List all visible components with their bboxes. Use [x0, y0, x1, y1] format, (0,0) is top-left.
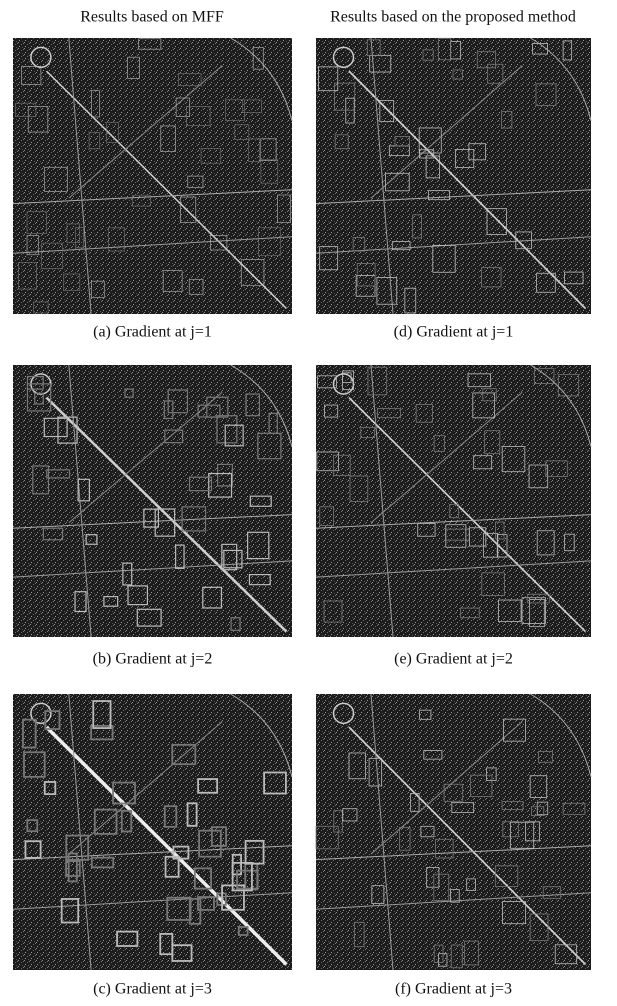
panel-caption: (d) Gradient at j=1 — [394, 324, 514, 341]
panel-caption: (b) Gradient at j=2 — [93, 651, 213, 668]
column-header: Results based on the proposed method — [330, 9, 576, 26]
gradient-image — [13, 694, 292, 970]
gradient-image — [316, 694, 591, 970]
panel-caption: (a) Gradient at j=1 — [93, 324, 212, 341]
figure: Results based on MFF Results based on th… — [0, 0, 617, 1006]
gradient-image — [13, 365, 292, 637]
panel-caption: (c) Gradient at j=3 — [93, 981, 212, 998]
panel-caption: (e) Gradient at j=2 — [394, 651, 513, 668]
gradient-image — [316, 38, 591, 314]
column-header: Results based on MFF — [80, 9, 224, 26]
gradient-image — [316, 365, 591, 637]
panel-caption: (f) Gradient at j=3 — [395, 981, 512, 998]
gradient-image — [13, 38, 292, 314]
